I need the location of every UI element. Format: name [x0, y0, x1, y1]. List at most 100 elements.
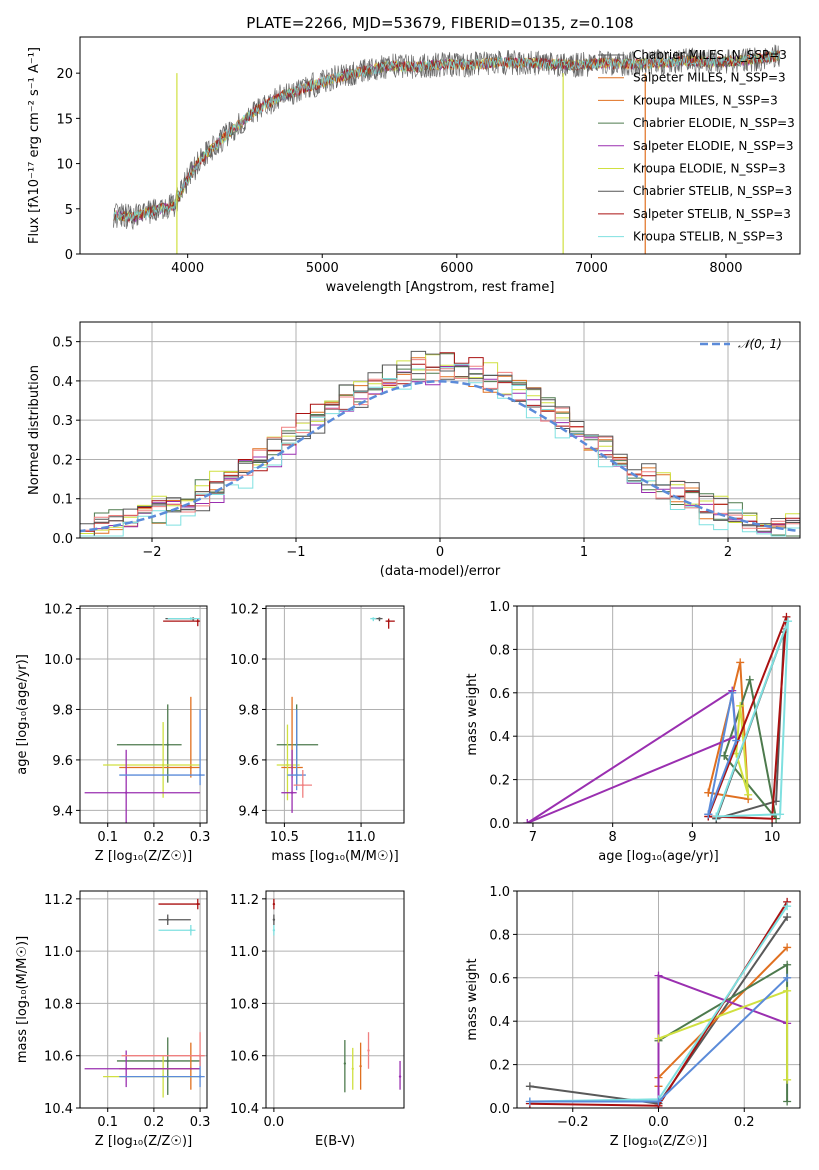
y-tick-label: 10.4 — [44, 1102, 73, 1117]
weight-marker — [783, 943, 792, 952]
data-point — [343, 1062, 347, 1065]
axes-frame — [516, 605, 801, 824]
y-tick-label: 10.6 — [230, 1050, 259, 1065]
x-axis-label: wavelength [Angstrom, rest frame] — [326, 280, 555, 295]
y-axis-label: Normed distribution — [27, 365, 42, 495]
chart-mass-weight-vs-Z: −0.2 0.0 0.2 0.0 0.2 0.4 0.6 0.8 1.0 Z [log₁₀(Z/Z… — [465, 885, 801, 1149]
axes-frame — [79, 36, 801, 255]
x-tick-label: 9 — [688, 830, 696, 845]
y-tick-label: 0.4 — [52, 375, 73, 390]
axes-frame — [79, 890, 208, 1109]
weight-line — [707, 692, 738, 815]
x-tick-label: 7000 — [575, 261, 608, 276]
legend-label: Kroupa MILES, N_SSP=3 — [633, 93, 778, 107]
weight-marker — [525, 1097, 534, 1106]
y-tick-label: 10.2 — [230, 603, 259, 618]
x-axis-label: mass [log₁₀(M/M☉)] — [271, 849, 398, 864]
weight-marker — [720, 751, 729, 760]
x-tick-label: −1 — [286, 545, 305, 560]
data-point — [286, 763, 289, 767]
weight-line — [526, 688, 738, 823]
x-tick-label: 2 — [724, 545, 732, 560]
weight-marker — [783, 986, 792, 995]
y-tick-label: 0.8 — [489, 643, 510, 658]
y-tick-label: 0 — [65, 248, 73, 263]
legend-label: Chabrier ELODIE, N_SSP=3 — [633, 116, 795, 130]
y-tick-label: 0.5 — [52, 336, 73, 351]
x-tick-label: 0 — [436, 545, 444, 560]
x-tick-label: 5000 — [306, 261, 339, 276]
x-tick-label: 0.0 — [648, 1115, 669, 1130]
x-axis-label: Z [log₁₀(Z/Z☉)] — [610, 1134, 707, 1149]
weight-marker — [525, 1082, 534, 1091]
y-tick-label: 9.8 — [52, 703, 73, 718]
x-axis-label: (data-model)/error — [380, 564, 501, 579]
weight-marker — [782, 612, 791, 621]
data-point — [196, 902, 199, 906]
axes-frame — [79, 605, 208, 824]
x-tick-label: 0.0 — [264, 1115, 285, 1130]
weight-marker — [732, 736, 741, 745]
weight-marker — [736, 701, 745, 710]
legend-label: 𝒩(0, 1) — [738, 337, 782, 351]
data-point — [378, 617, 381, 620]
y-tick-label: 0.0 — [52, 532, 73, 547]
plot-area — [84, 898, 205, 1098]
y-tick-label: 9.8 — [238, 703, 259, 718]
chart-residuals: 𝒩(0, 1) −2 −1 0 1 2 0.0 0.1 0.2 0.3 0.4 0.5 (data-mo… — [27, 321, 801, 579]
y-tick-label: 0.4 — [489, 1015, 510, 1030]
legend-label: Salpeter ELODIE, N_SSP=3 — [633, 139, 794, 153]
x-tick-label: 0.1 — [97, 1115, 118, 1130]
data-point — [272, 918, 276, 921]
weight-line — [707, 616, 788, 820]
data-point — [198, 1075, 202, 1078]
y-tick-label: 1.0 — [489, 600, 510, 615]
weight-marker — [784, 617, 793, 626]
chart-mass-weight-vs-age: 7 8 9 10 0.0 0.2 0.4 0.6 0.8 1.0 age [log₁₀(age/yr… — [465, 600, 801, 864]
weight-line — [735, 705, 750, 796]
x-axis-label: Z [log₁₀(Z/Z☉)] — [95, 1134, 192, 1149]
weight-marker — [704, 810, 713, 819]
y-tick-label: 10.6 — [44, 1050, 73, 1065]
x-tick-label: 0.3 — [190, 1115, 211, 1130]
y-tick-label: 1.0 — [489, 885, 510, 900]
y-tick-label: 10.0 — [44, 653, 73, 668]
y-tick-label: 10.8 — [230, 997, 259, 1012]
x-tick-label: 11.0 — [347, 830, 376, 845]
weight-marker — [523, 819, 532, 823]
y-tick-label: 10.0 — [230, 653, 259, 668]
y-tick-label: 10.2 — [44, 603, 73, 618]
weight-marker — [783, 902, 792, 911]
legend-label: Kroupa ELODIE, N_SSP=3 — [633, 162, 786, 176]
plot-area — [113, 44, 781, 254]
weight-line — [657, 963, 789, 1102]
y-tick-label: 9.4 — [52, 804, 73, 819]
weight-marker — [654, 1034, 663, 1043]
axes-frame — [265, 890, 405, 1109]
spectrum-line — [113, 51, 781, 222]
y-tick-label: 0.2 — [52, 453, 73, 468]
y-tick-label: 10.8 — [44, 997, 73, 1012]
y-tick-label: 0.1 — [52, 493, 73, 508]
plot-area — [80, 350, 800, 537]
x-tick-label: 4000 — [171, 261, 204, 276]
x-tick-label: 7 — [529, 830, 537, 845]
y-tick-label: 0.0 — [489, 817, 510, 832]
legend-label: Chabrier STELIB, N_SSP=3 — [633, 184, 792, 198]
data-point — [372, 617, 375, 620]
data-point — [272, 902, 276, 906]
weight-marker — [744, 790, 753, 799]
axes-frame — [265, 605, 405, 824]
y-tick-label: 0.2 — [489, 774, 510, 789]
x-tick-label: 1 — [580, 545, 588, 560]
chart-mass-vs-Z: 0.1 0.2 0.3 10.4 10.6 10.8 11.0 11.2 Z [log₁₀(Z/… — [15, 890, 211, 1149]
x-axis-label: E(B-V) — [315, 1134, 355, 1149]
x-tick-label: 0.3 — [190, 830, 211, 845]
x-tick-label: 8000 — [709, 261, 742, 276]
x-tick-label: 0.2 — [144, 830, 165, 845]
plot-area — [84, 617, 205, 823]
data-point — [166, 918, 169, 921]
weight-marker — [783, 960, 792, 969]
y-tick-label: 11.2 — [44, 893, 73, 908]
legend-label: Kroupa STELIB, N_SSP=3 — [633, 230, 783, 244]
